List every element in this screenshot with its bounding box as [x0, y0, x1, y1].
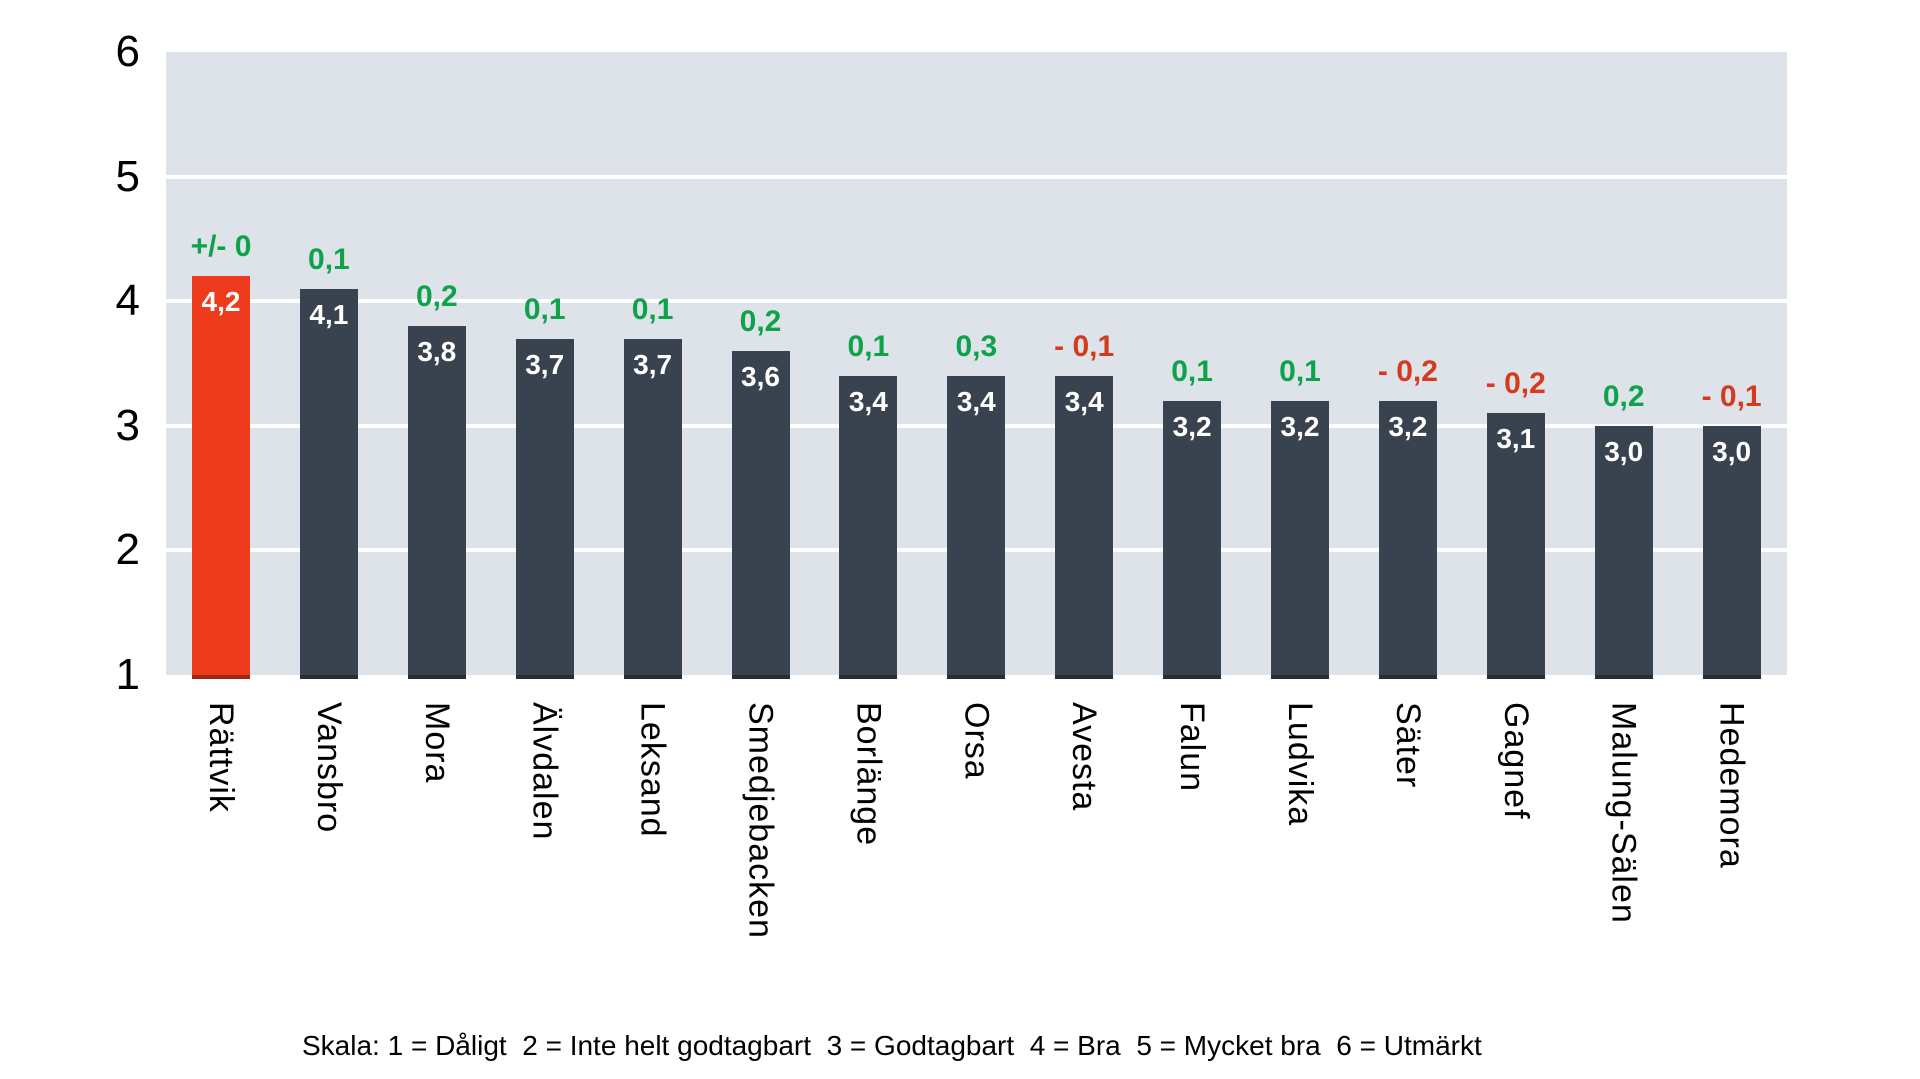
delta-label: - 0,2: [1485, 367, 1546, 401]
bar-bottom-shadow: [192, 674, 250, 679]
bar-bottom-shadow: [623, 674, 682, 679]
bar-leksand: [623, 338, 682, 679]
bar-value-label: 3,1: [1496, 423, 1536, 455]
bar-bottom-shadow: [839, 674, 898, 679]
x-axis-label-avesta: Avesta: [1065, 702, 1104, 812]
delta-label: - 0,1: [1701, 379, 1762, 413]
bar-rättvik: [192, 276, 250, 679]
bar-bottom-shadow: [1378, 674, 1437, 679]
bar-orsa: [947, 375, 1006, 679]
delta-label: 0,1: [308, 242, 350, 276]
delta-label: +/- 0: [190, 230, 252, 264]
bar-value-label: 3,2: [1280, 410, 1320, 442]
bar-säter: [1378, 400, 1437, 679]
x-axis-label-rättvik: Rättvik: [202, 702, 240, 813]
gridline-4: [166, 299, 1787, 304]
x-axis-label-falun: Falun: [1173, 702, 1212, 793]
x-axis-label-borlänge: Borlänge: [849, 702, 888, 847]
x-axis-label-mora: Mora: [417, 702, 456, 784]
bar-bottom-shadow: [731, 674, 790, 679]
y-tick-label-2: 2: [115, 525, 140, 575]
x-axis-label-gagnef: Gagnef: [1496, 702, 1535, 820]
scale-legend: Skala: 1 = Dåligt 2 = Inte helt godtagba…: [302, 1030, 1482, 1061]
bar-value-label: 3,0: [1604, 435, 1644, 467]
bar-value-label: 3,4: [848, 385, 888, 417]
y-tick-label-5: 5: [115, 151, 140, 201]
bar-bottom-shadow: [1594, 674, 1653, 679]
bar-bottom-shadow: [1702, 674, 1761, 679]
bar-value-label: 3,7: [633, 348, 673, 380]
y-tick-label-3: 3: [115, 400, 140, 450]
x-axis-label-vansbro: Vansbro: [309, 702, 348, 834]
y-tick-label-1: 1: [115, 650, 140, 699]
bar-mora: [407, 326, 466, 679]
bar-bottom-shadow: [1055, 674, 1114, 679]
delta-label: 0,1: [847, 329, 890, 363]
delta-label: 0,1: [1171, 354, 1213, 388]
bar-borlänge: [839, 375, 898, 679]
x-axis-label-hedemora: Hedemora: [1712, 702, 1751, 869]
bar-bottom-shadow: [947, 674, 1006, 679]
gridline-5: [166, 174, 1787, 179]
bar-value-label: 3,6: [741, 361, 780, 393]
y-tick-label-6: 6: [115, 27, 140, 76]
bar-value-label: 3,0: [1712, 435, 1752, 467]
x-axis-label-smedjebacken: Smedjebacken: [741, 702, 780, 939]
delta-label: 0,2: [1602, 379, 1645, 413]
delta-label: - 0,2: [1377, 354, 1438, 388]
x-axis-label-orsa: Orsa: [957, 702, 996, 780]
bar-value-label: 3,7: [525, 348, 565, 380]
bar-bottom-shadow: [1271, 674, 1329, 679]
bar-falun: [1163, 400, 1222, 679]
bar-value-label: 3,2: [1388, 410, 1428, 442]
bar-value-label: 4,2: [201, 286, 241, 318]
bar-bottom-shadow: [407, 674, 466, 679]
bar-bottom-shadow: [1163, 674, 1222, 679]
delta-label: 0,1: [631, 292, 674, 326]
bar-bottom-shadow: [515, 674, 574, 679]
bar-value-label: 3,4: [1064, 385, 1104, 417]
x-axis-label-malung-sälen: Malung-Sälen: [1604, 702, 1643, 924]
x-axis-label-leksand: Leksand: [633, 702, 672, 838]
bar-ludvika: [1271, 400, 1329, 679]
x-axis-label-säter: Säter: [1388, 702, 1427, 789]
x-axis-label-älvdalen: Älvdalen: [525, 702, 564, 841]
bar-vansbro: [299, 288, 358, 679]
bar-value-label: 3,2: [1172, 410, 1212, 442]
bar-bottom-shadow: [1486, 674, 1545, 679]
delta-label: - 0,1: [1054, 329, 1115, 363]
bar-hedemora: [1702, 425, 1761, 679]
bar-value-label: 4,1: [309, 298, 349, 330]
delta-label: 0,2: [415, 280, 458, 314]
bar-gagnef: [1486, 413, 1545, 679]
delta-label: 0,1: [1279, 354, 1321, 388]
bar-smedjebacken: [731, 351, 790, 679]
delta-label: 0,3: [955, 329, 998, 363]
y-tick-label-4: 4: [115, 276, 140, 326]
bar-älvdalen: [515, 338, 574, 679]
bar-value-label: 3,4: [956, 385, 996, 417]
bar-bottom-shadow: [299, 674, 358, 679]
bar-avesta: [1055, 375, 1114, 679]
bar-malung-sälen: [1594, 425, 1653, 679]
bar-value-label: 3,8: [417, 336, 457, 368]
delta-label: 0,2: [739, 305, 782, 339]
x-axis-label-ludvika: Ludvika: [1281, 702, 1319, 827]
delta-label: 0,1: [523, 292, 566, 326]
